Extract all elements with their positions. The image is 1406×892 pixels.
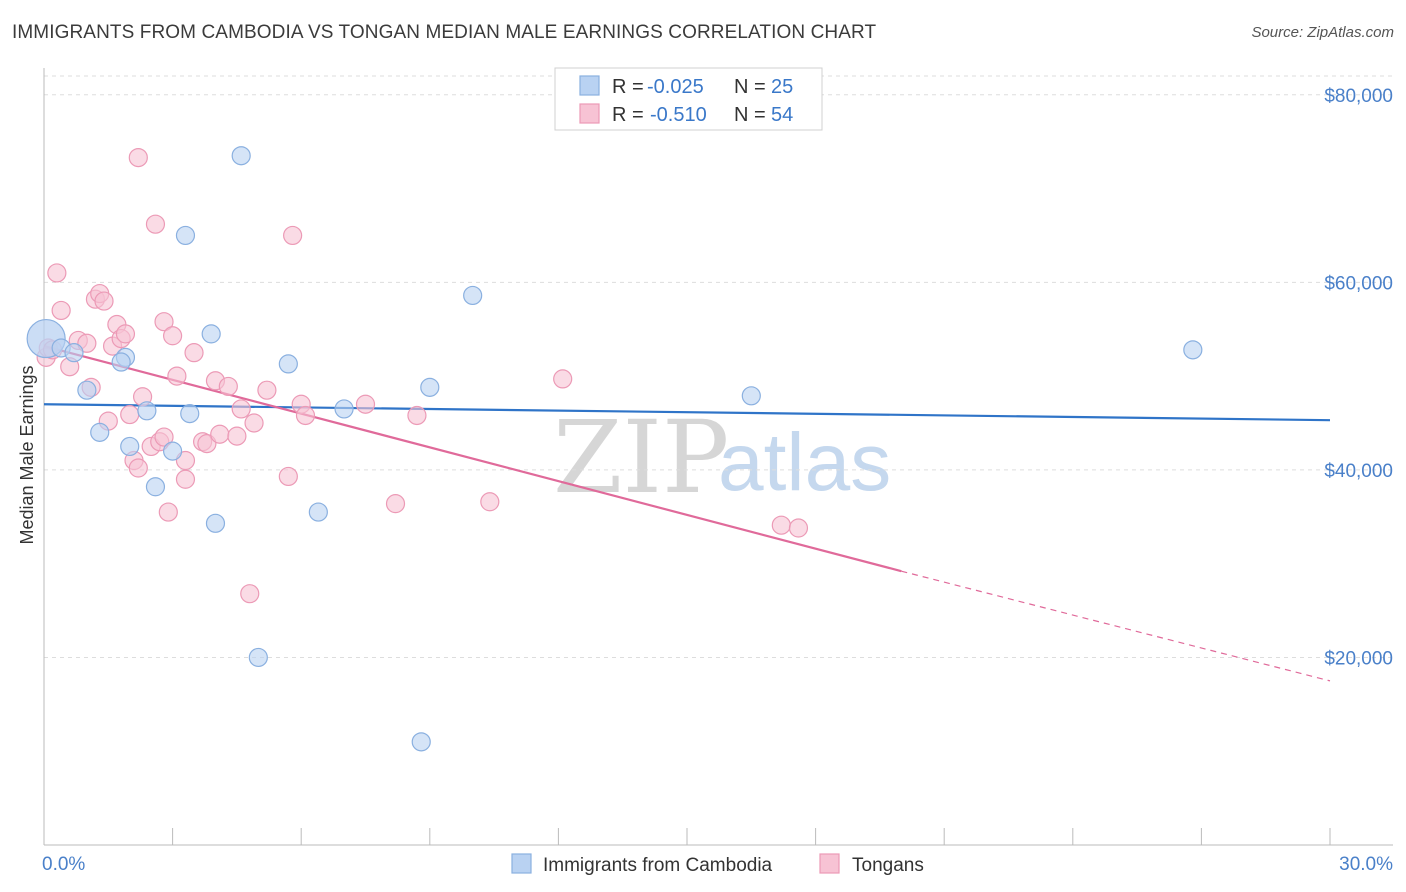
legend-r-label-2: R = [612,104,644,126]
legend-n-value-2: 54 [771,104,793,126]
legend-n-value-1: 25 [771,76,793,98]
point-cambodia-12 [180,404,200,424]
x-tick-label-min: 0.0% [42,854,85,875]
point-cambodia-3 [77,380,97,400]
y-tick-label-1: $40,000 [1324,461,1393,482]
legend-swatch-tongans [579,103,600,124]
point-cambodia-7 [120,436,140,457]
bottom-legend: Immigrants from Cambodia Tongans [511,853,924,876]
point-tongans-35 [210,424,230,444]
point-cambodia-2 [64,343,84,363]
point-tongans-48 [407,405,427,426]
point-cambodia-17 [278,354,298,374]
legend-r-label-1: R = [612,76,644,98]
point-tongans-10 [94,291,114,311]
point-cambodia-23 [741,386,761,406]
point-cambodia-16 [248,647,268,668]
point-tongans-3 [51,300,71,321]
x-ticks [43,828,1331,845]
point-tongans-51 [771,515,791,535]
point-tongans-42 [278,466,298,487]
point-cambodia-22 [463,285,483,306]
point-tongans-49 [480,492,500,512]
point-cambodia-15 [231,146,251,166]
point-tongans-46 [355,394,376,414]
x-tick-label-max: 30.0% [1339,854,1393,875]
point-tongans-41 [257,380,277,400]
point-tongans-52 [788,518,809,538]
point-cambodia-21 [420,377,440,397]
top-legend: R = -0.025 N = 25 R = -0.510 N = 54 [554,67,823,131]
y-axis-label: Median Male Earnings [17,365,37,544]
point-cambodia-4 [90,422,110,442]
point-tongans-33 [197,434,217,454]
point-tongans-30 [175,450,196,471]
point-tongans-16 [120,404,140,425]
trend-line-cambodia [43,403,1331,422]
chart-source: Source: ZipAtlas.com [1251,24,1394,41]
point-cambodia-10 [163,441,183,461]
legend-n-label-2: N = [734,104,766,126]
point-tongans-28 [167,366,187,386]
bottom-legend-label-cambodia: Immigrants from Cambodia [543,855,773,876]
bottom-legend-swatch-cambodia [511,853,532,874]
point-cambodia-8 [137,401,157,421]
watermark-atlas: atlas [718,417,891,508]
legend-swatch-cambodia [579,75,600,96]
chart-title: IMMIGRANTS FROM CAMBODIA VS TONGAN MEDIA… [12,22,877,43]
point-cambodia-9 [145,477,166,497]
axes [43,68,1393,846]
data-points [26,146,1203,752]
bottom-legend-swatch-tongans [819,853,840,874]
point-cambodia-6 [111,352,131,372]
trend-line-tongans-projection [901,570,1331,682]
point-tongans-25 [154,427,174,447]
bottom-legend-label-tongans: Tongans [852,855,924,876]
y-tick-label-3: $80,000 [1324,86,1393,107]
point-cambodia-11 [175,225,196,246]
point-tongans-19 [128,147,148,168]
point-tongans-37 [227,426,247,446]
point-tongans-40 [244,413,264,433]
point-tongans-29 [175,469,196,489]
point-tongans-36 [218,376,238,397]
trend-line-tongans [43,345,902,573]
point-cambodia-24 [1183,340,1203,360]
point-tongans-24 [154,312,174,332]
point-tongans-50 [553,369,573,389]
point-cambodia-14 [205,513,226,533]
watermark-zip: ZIP [553,399,729,516]
point-tongans-6 [77,333,97,353]
point-cambodia-19 [334,399,354,419]
legend-r-value-1: -0.025 [647,76,704,98]
y-tick-labels: $20,000 $40,000 $60,000 $80,000 [1324,86,1393,670]
point-cambodia-18 [308,502,328,522]
point-tongans-39 [240,584,260,604]
point-tongans-26 [158,502,178,522]
legend-r-value-2: -0.510 [650,104,707,126]
point-tongans-18 [128,458,148,478]
point-tongans-15 [115,324,136,344]
point-tongans-27 [163,326,183,346]
point-tongans-47 [385,494,406,514]
point-tongans-31 [184,343,204,363]
point-tongans-38 [231,399,251,419]
point-tongans-43 [283,225,303,246]
point-tongans-45 [295,405,316,426]
trend-lines [43,345,1331,682]
point-tongans-21 [145,214,166,234]
point-cambodia-13 [201,324,221,344]
point-cambodia-20 [411,732,431,752]
legend-n-label-1: N = [734,76,766,98]
y-tick-label-0: $20,000 [1324,648,1393,669]
point-tongans-2 [47,263,67,283]
y-tick-label-2: $60,000 [1324,273,1393,294]
